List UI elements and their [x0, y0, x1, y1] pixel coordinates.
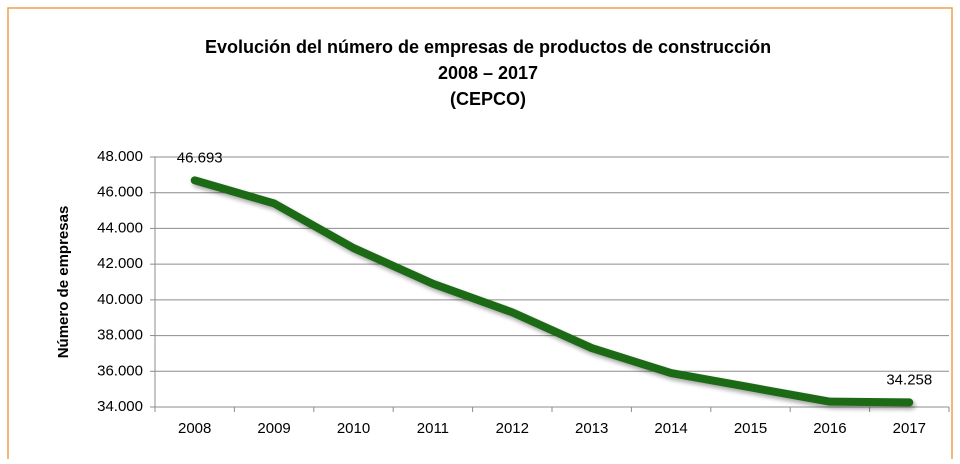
x-tick-label: 2015: [734, 420, 767, 437]
data-label: 34.258: [886, 371, 932, 388]
y-tick-label: 46.000: [97, 184, 143, 201]
data-label: 46.693: [177, 149, 223, 166]
y-tick-label: 36.000: [97, 362, 143, 379]
chart-title: Evolución del número de empresas de prod…: [205, 37, 771, 57]
chart-title: (CEPCO): [450, 89, 526, 109]
x-tick-label: 2009: [257, 420, 290, 437]
y-tick-label: 38.000: [97, 327, 143, 344]
x-tick-label: 2008: [178, 420, 211, 437]
y-axis-label: Número de empresas: [55, 206, 72, 359]
x-tick-label: 2017: [893, 420, 926, 437]
y-tick-label: 48.000: [97, 148, 143, 165]
y-tick-label: 40.000: [97, 291, 143, 308]
chart-title: 2008 – 2017: [438, 63, 538, 83]
x-tick-label: 2010: [337, 420, 370, 437]
y-tick-label: 34.000: [97, 398, 143, 415]
x-tick-label: 2016: [813, 420, 846, 437]
line: [190, 176, 914, 407]
x-tick-label: 2011: [417, 420, 449, 437]
x-tick-label: 2013: [575, 420, 608, 437]
y-tick-label: 42.000: [97, 255, 143, 272]
x-tick-label: 2014: [654, 420, 687, 437]
y-tick-label: 44.000: [97, 219, 143, 236]
x-tick-label: 2012: [496, 420, 529, 437]
frame: [7, 7, 953, 464]
